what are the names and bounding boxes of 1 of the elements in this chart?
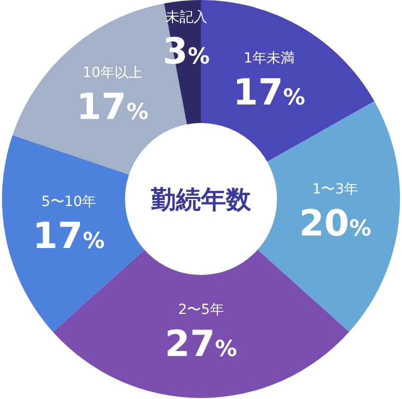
text: 勤続年数 (150, 185, 252, 214)
